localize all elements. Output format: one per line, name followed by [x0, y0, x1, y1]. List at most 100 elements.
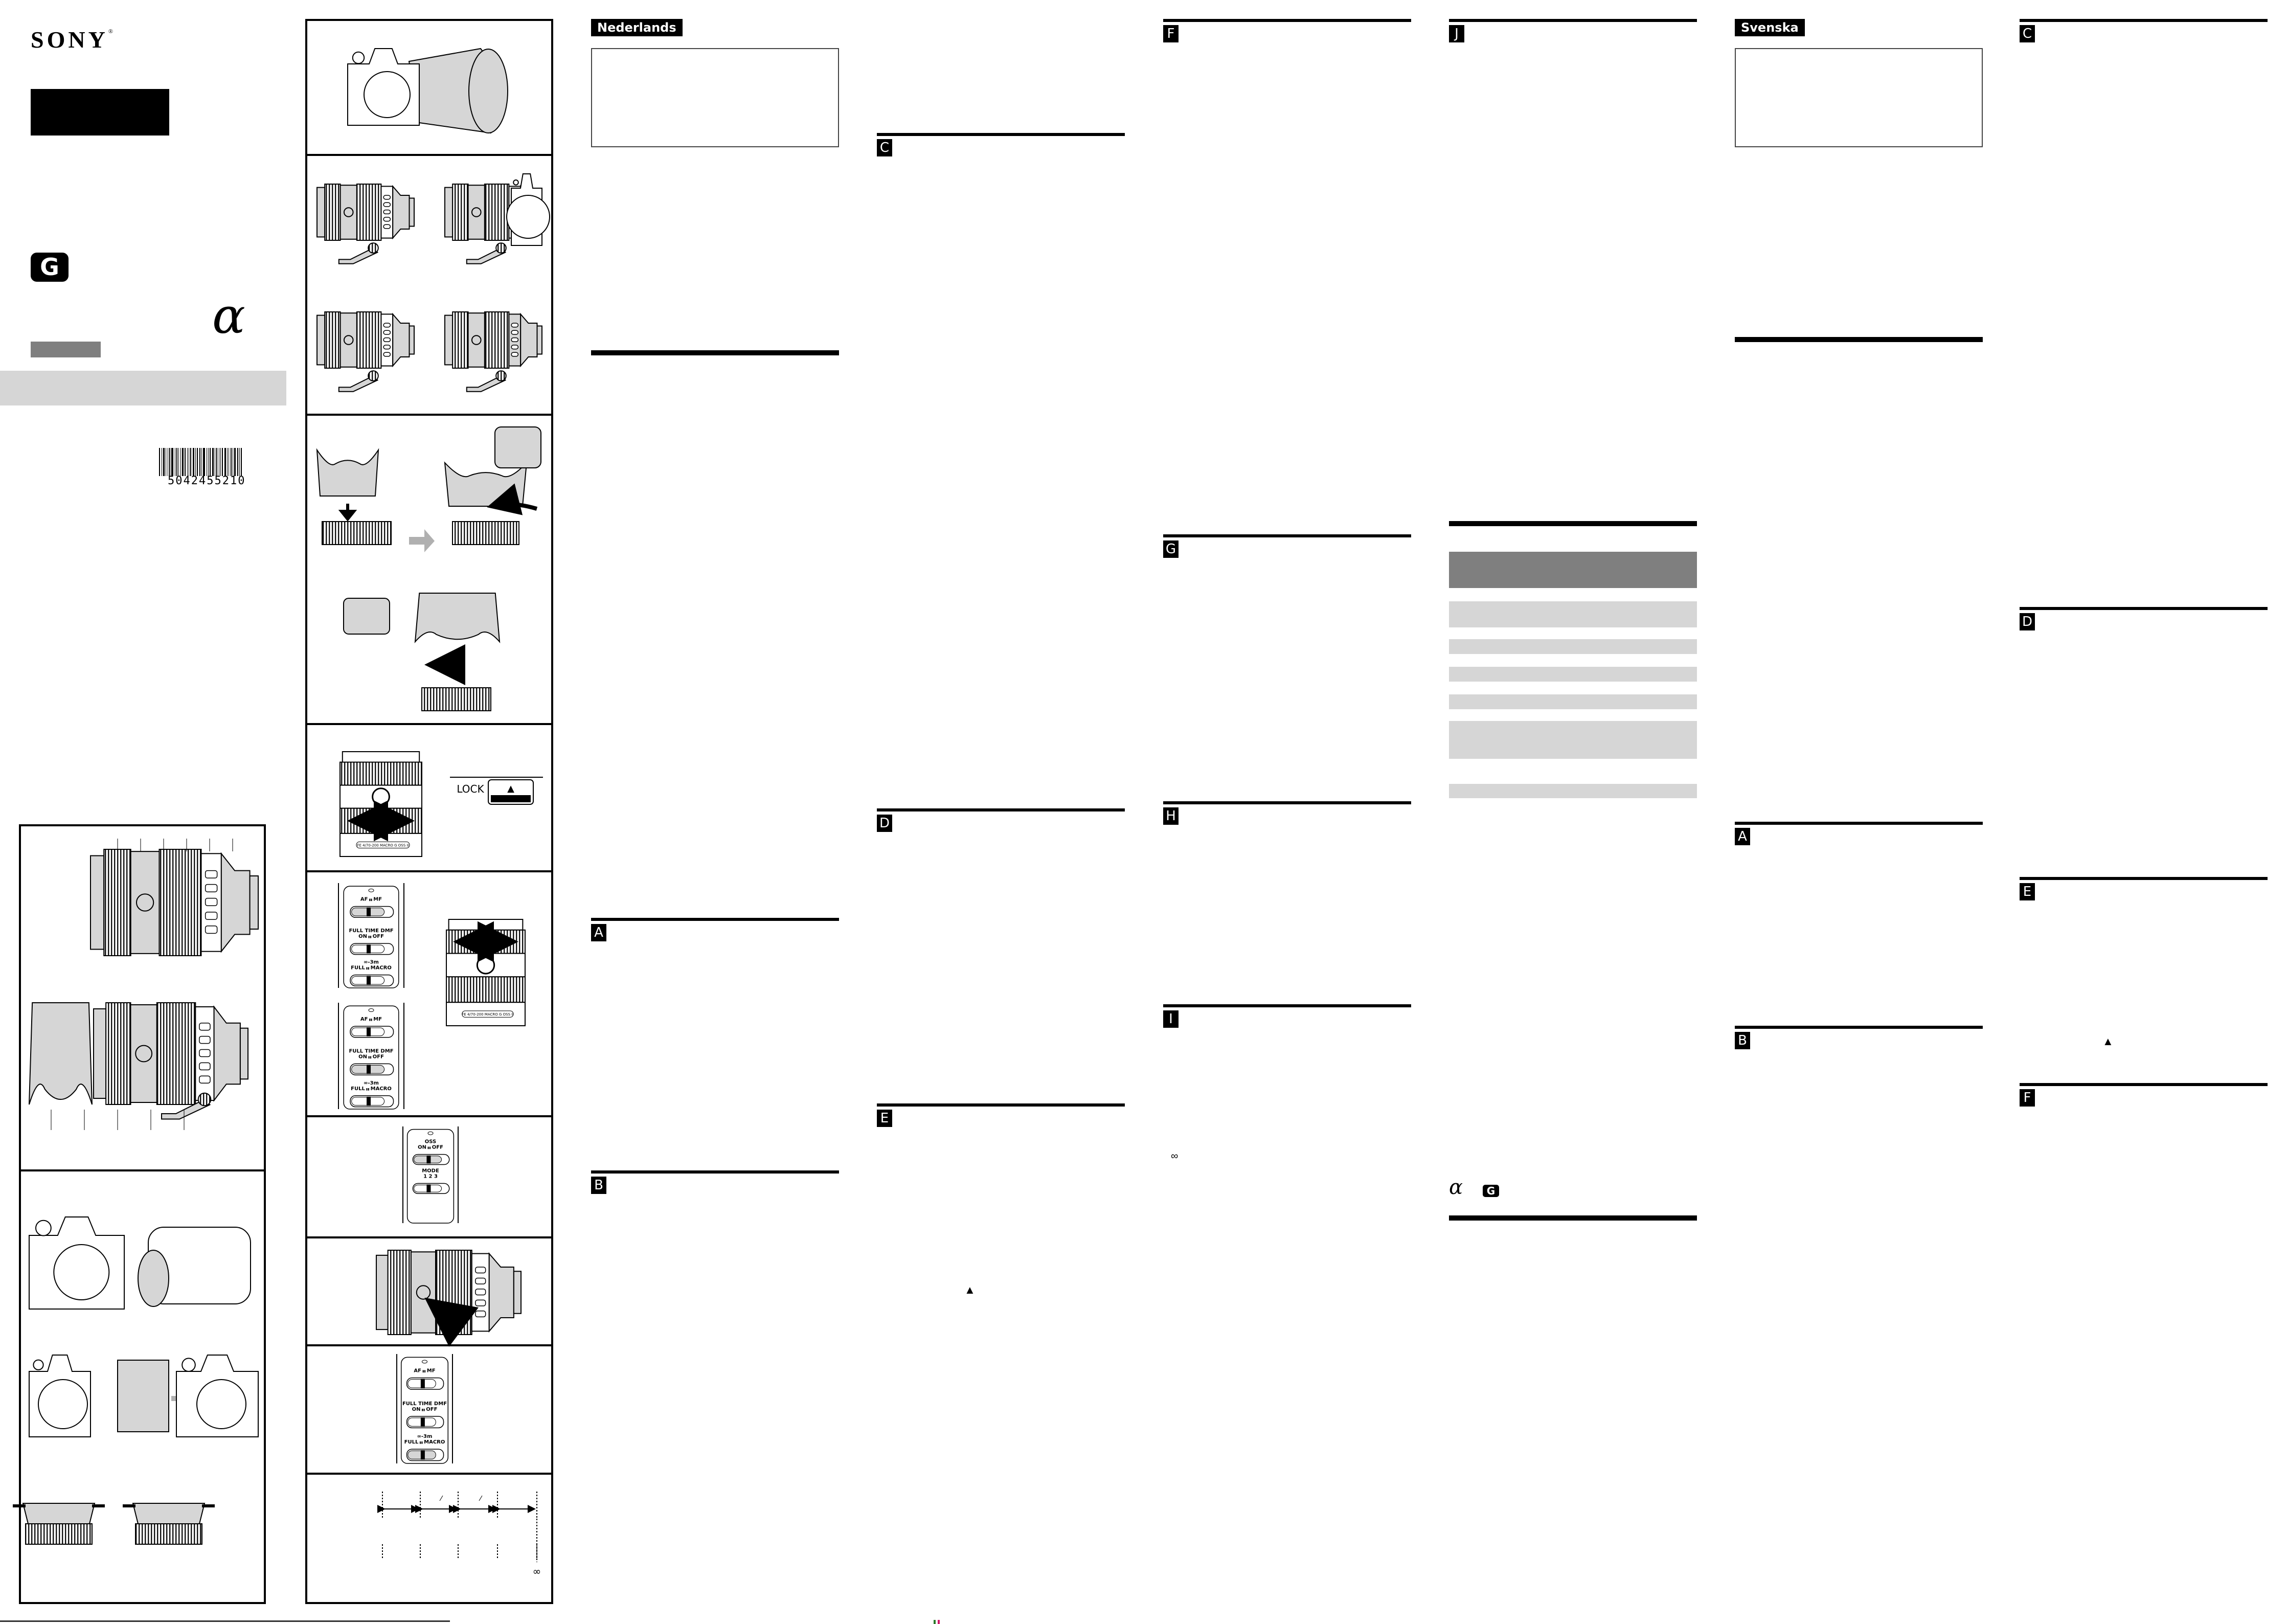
- registration-mark: [938, 1620, 940, 1624]
- triangle-mark: ▲: [2102, 1035, 2114, 1048]
- notice-box-sv: [1735, 48, 1983, 147]
- barcode-bar: [190, 448, 191, 476]
- section-rule: [591, 918, 839, 921]
- spec-rule: [1449, 521, 1697, 526]
- section-letter: J: [1449, 25, 1464, 42]
- barcode-bar: [185, 448, 186, 476]
- barcode-bar: [178, 448, 179, 476]
- section-letter: B: [591, 1177, 606, 1194]
- section-letter: F: [1163, 25, 1179, 42]
- panel-divider: [305, 154, 553, 156]
- barcode-bar: [239, 448, 240, 476]
- infinity-mark: ∞: [1171, 1151, 1179, 1162]
- barcode-bar: [180, 448, 181, 476]
- section-letter: B: [1735, 1032, 1750, 1049]
- section-rule: [877, 808, 1125, 811]
- section-rule: [877, 133, 1125, 136]
- section-rule: [1163, 19, 1411, 22]
- barcode-bar: [199, 448, 200, 476]
- panel-divider: [305, 723, 553, 725]
- barcode-bar: [208, 448, 209, 476]
- barcode-bar: [237, 448, 238, 476]
- trim-line: [0, 1620, 450, 1622]
- section-rule: [2020, 877, 2268, 880]
- panel-divider: [305, 1236, 553, 1238]
- barcode-bar: [169, 448, 170, 476]
- barcode-bar: [212, 448, 214, 476]
- barcode-bar: [163, 448, 165, 476]
- barcode-bar: [182, 448, 184, 476]
- section-letter: C: [2020, 25, 2035, 42]
- barcode-bar: [220, 448, 221, 476]
- barcode-bar: [203, 448, 205, 476]
- section-letter: D: [877, 815, 892, 832]
- section-letter: H: [1163, 807, 1179, 825]
- section-rule: [2020, 19, 2268, 22]
- model-block: [31, 342, 101, 357]
- barcode-bar: [210, 448, 211, 476]
- section-rule: [1449, 19, 1697, 22]
- figure-divider: [19, 1169, 266, 1171]
- section-letter: A: [591, 924, 606, 941]
- notice-box-nl: [591, 48, 839, 147]
- barcode-bar: [222, 448, 223, 476]
- alpha-trademark-logo: α: [1449, 1176, 1463, 1199]
- barcode-bar: [197, 448, 198, 476]
- section-rule: [2020, 1083, 2268, 1086]
- g-trademark-logo: G: [1483, 1185, 1499, 1197]
- barcode-bar: [241, 448, 242, 476]
- panel-divider: [305, 1344, 553, 1346]
- spec-table-header: [1449, 552, 1697, 588]
- section-rule: [1163, 534, 1411, 537]
- barcode-bar: [224, 448, 226, 476]
- spec-table-row: [1449, 667, 1697, 682]
- panel-divider: [305, 1115, 553, 1117]
- section-rule: [591, 1170, 839, 1174]
- cover-band: [0, 371, 286, 405]
- section-letter: C: [877, 139, 892, 156]
- heading-rule: [591, 350, 839, 355]
- heading-rule: [1735, 337, 1983, 342]
- barcode: [159, 448, 243, 476]
- barcode-bar: [216, 448, 217, 476]
- barcode-bar: [187, 448, 188, 476]
- language-tab-svenska: Svenska: [1735, 19, 1805, 36]
- steps-figure-column: [305, 19, 553, 1604]
- barcode-bar: [171, 448, 173, 476]
- triangle-mark: ▲: [964, 1283, 976, 1296]
- registration-mark: [934, 1620, 936, 1624]
- title-block: [31, 89, 169, 136]
- section-rule: [877, 1103, 1125, 1107]
- spec-table-row: [1449, 639, 1697, 654]
- sony-logo: SONY®: [31, 28, 113, 52]
- panel-divider: [305, 870, 553, 872]
- section-rule: [1163, 1004, 1411, 1007]
- barcode-bar: [231, 448, 232, 476]
- section-letter: I: [1163, 1010, 1179, 1028]
- section-rule: [1735, 1026, 1983, 1029]
- section-rule: [2020, 607, 2268, 610]
- section-letter: D: [2020, 613, 2035, 630]
- barcode-bar: [176, 448, 177, 476]
- panel-divider: [305, 1473, 553, 1475]
- spec-table-row: [1449, 694, 1697, 709]
- barcode-bar: [227, 448, 228, 476]
- language-tab-nederlands: Nederlands: [591, 19, 683, 36]
- g-lens-logo: G: [31, 253, 69, 282]
- section-rule: [1735, 822, 1983, 825]
- parts-figure-box: [19, 824, 266, 1604]
- alpha-logo: α: [212, 287, 245, 345]
- barcode-bar: [201, 448, 202, 476]
- panel-divider: [305, 414, 553, 416]
- spec-table-row: [1449, 601, 1697, 627]
- spec-table-row: [1449, 721, 1697, 759]
- brand-text: SONY: [31, 27, 108, 53]
- section-letter: E: [877, 1110, 892, 1127]
- section-rule: [1163, 801, 1411, 804]
- registered-mark: ®: [108, 28, 113, 35]
- section-letter: A: [1735, 828, 1750, 845]
- barcode-number: 5042455210: [168, 475, 246, 487]
- section-letter: F: [2020, 1089, 2035, 1107]
- section-letter: E: [2020, 883, 2035, 900]
